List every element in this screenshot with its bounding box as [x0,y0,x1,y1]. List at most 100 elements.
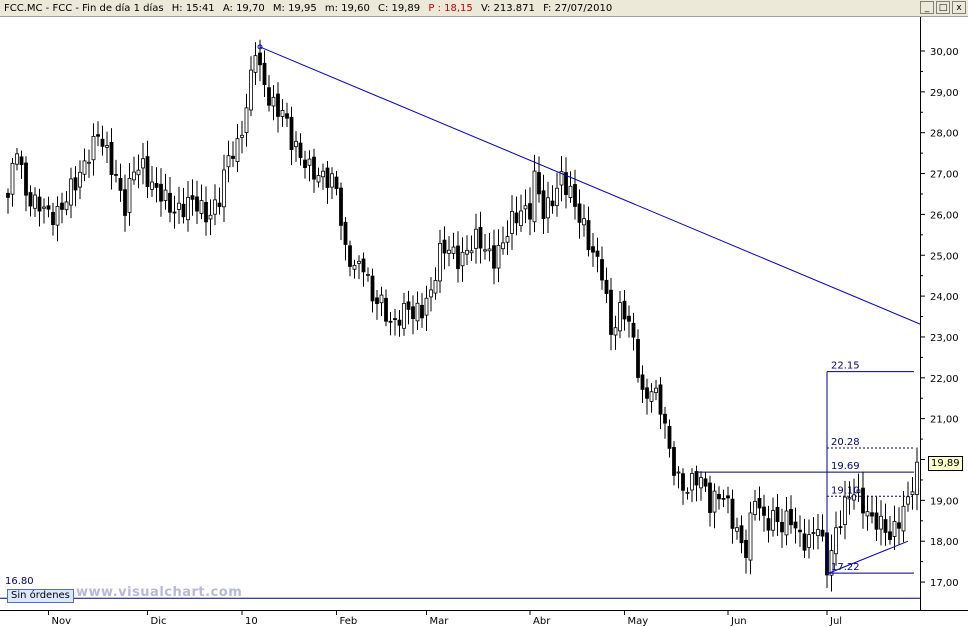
candle-body [195,196,199,212]
high-time-label: H: 15:41 [171,3,215,14]
candle-body [613,327,618,336]
candle-body [757,497,762,509]
candle-body [343,221,348,245]
candle-body [37,196,42,212]
candle-body [496,245,501,269]
candle-body [204,201,208,223]
candle-body [253,55,258,73]
candle-body [811,532,816,534]
level-label: 20.28 [831,437,860,448]
candle-body [366,274,370,276]
candle-body [402,303,406,329]
candle-body [73,177,78,191]
time-axis [0,610,968,627]
candle-body [645,387,649,399]
candle-body [847,497,852,500]
candle-body [699,477,703,489]
candle-body [190,195,195,200]
candle-body [357,260,361,264]
candle-body [348,245,352,267]
candle-body [861,487,865,514]
candle-body [78,171,82,188]
candle-body [807,534,811,548]
close-button[interactable]: x [952,1,966,14]
candle-body [604,279,609,294]
candle-body [829,550,834,576]
candle-body [748,512,753,561]
candle-body [622,300,627,320]
candle-body [469,250,474,254]
candle-body [136,169,141,176]
candle-body [915,461,919,495]
candle-body [879,515,883,530]
candle-body [55,205,60,226]
candle-body [703,478,708,487]
candle-body [793,521,798,529]
candle-body [892,520,897,537]
candle-body [478,227,483,249]
candle-body [708,482,712,513]
candle-body [267,87,271,106]
candle-body [726,495,730,499]
candle-body [442,239,447,254]
candle-body [577,203,582,223]
candle-body [523,205,528,210]
candle-body [465,249,469,255]
volume-label: V: 213.871 [480,3,535,14]
candle-body [631,322,636,338]
candle-body [150,181,154,190]
candle-body [28,192,33,207]
candle-body [258,52,262,66]
candle-body [451,246,456,254]
candle-body [546,197,550,219]
candle-body [816,529,820,537]
close-label: C: 19,89 [378,3,421,14]
candle-body [397,319,402,326]
p-label: P : 18,15 [428,3,473,14]
candle-body [690,473,694,491]
min-label: m: 19,60 [324,3,370,14]
candle-body [46,205,51,210]
candle-body [91,135,96,161]
status-badge[interactable]: Sin órdenes [7,589,74,603]
candle-body [568,185,573,198]
candle-body [352,264,357,270]
candle-body [10,162,15,195]
candle-body [289,116,294,151]
candle-body [415,302,420,322]
candle-body [694,471,699,486]
level-label: 22.15 [831,361,860,372]
candle-body [100,138,105,147]
candle-body [820,529,825,537]
trendline-anchor [257,44,263,50]
candle-body [501,242,505,250]
candle-body [771,510,775,531]
candle-body [519,210,523,226]
candle-body [375,297,379,305]
candle-body [802,533,807,551]
candle-body [262,62,267,85]
candle-body [735,527,739,532]
candle-body [69,178,73,206]
maximize-button[interactable]: □ [936,1,950,14]
minimize-button[interactable]: _ [920,1,934,14]
candle-body [667,425,672,449]
open-label: A: 19,70 [222,3,265,14]
candle-body [658,384,663,415]
candle-body [307,158,312,166]
candle-body [492,245,496,269]
candle-body [132,171,136,181]
candle-body [636,339,640,378]
candle-body [739,525,744,544]
level-label: 19.10 [831,485,860,496]
candle-body [105,145,109,148]
candle-body [379,294,384,304]
candle-body [321,170,325,178]
candle-body [910,491,915,495]
candle-body [199,200,204,214]
price-chart[interactable]: 22.15 20.28 19.69 19.10 17.22 [0,17,920,610]
candle-body [510,211,514,234]
candle-body [42,206,46,209]
candle-body [532,170,537,223]
